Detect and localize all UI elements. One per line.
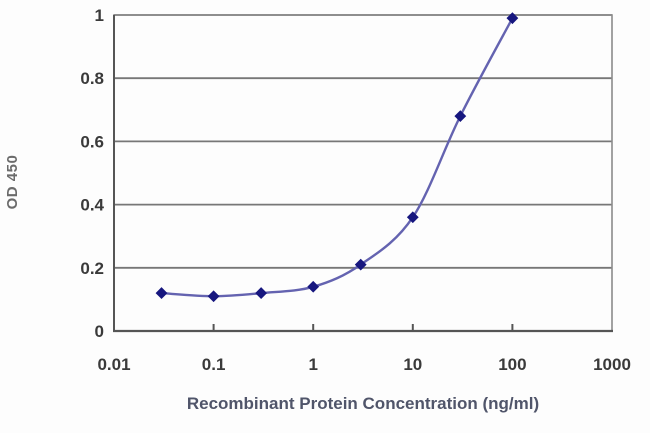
- data-point-0.3ngml: [255, 287, 268, 299]
- y-tick-labels: 0 0.2 0.4 0.6 0.8 1: [80, 6, 104, 341]
- x-tick-label-100: 100: [498, 355, 526, 374]
- data-point-10ngml: [406, 211, 419, 224]
- plot-frame: [113, 14, 613, 333]
- x-tick-labels: 0.01 0.1 1 10 100 1000: [97, 355, 630, 374]
- x-tick-label-1000: 1000: [593, 355, 631, 374]
- y-tick-label-0.6: 0.6: [80, 132, 104, 151]
- frame-rect: [113, 14, 613, 332]
- data-point-0.03ngml: [155, 287, 168, 299]
- x-axis-title: Recombinant Protein Concentration (ng/ml…: [186, 394, 540, 413]
- x-tick-label-10: 10: [403, 355, 422, 374]
- y-tick-label-0.2: 0.2: [80, 259, 104, 278]
- y-tick-label-0.4: 0.4: [80, 196, 104, 215]
- data-point-3ngml: [354, 258, 367, 271]
- x-tick-label-0.1: 0.1: [202, 355, 226, 374]
- data-point-1ngml: [307, 280, 320, 293]
- data-point-100ngml: [506, 12, 519, 25]
- data-point-0.1ngml: [207, 290, 220, 303]
- gridlines: [114, 14, 612, 269]
- x-tick-marks: [212, 324, 514, 330]
- y-tick-label-1: 1: [95, 6, 104, 25]
- data-point-30ngml: [454, 110, 467, 123]
- y-tick-label-0.8: 0.8: [80, 69, 104, 88]
- y-tick-label-0: 0: [95, 322, 104, 341]
- x-tick-label-0.01: 0.01: [97, 355, 130, 374]
- series-line-0: [160, 17, 514, 298]
- data-points: [155, 12, 519, 303]
- x-tick-label-1: 1: [308, 355, 317, 374]
- y-axis-title: OD 450: [4, 154, 21, 210]
